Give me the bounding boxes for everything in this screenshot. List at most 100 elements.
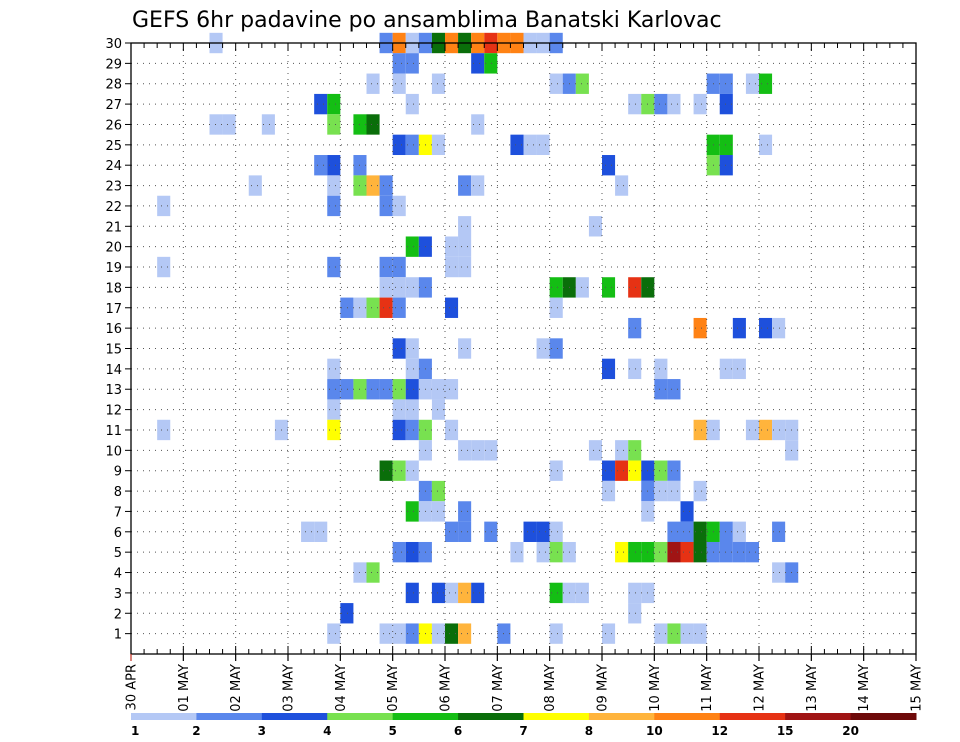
colorbar-label: 2 [192,724,200,738]
heat-cell [392,460,406,481]
cells-layer [157,32,799,644]
y-tick-label: 27 [105,98,122,113]
heat-cell [458,338,472,359]
heat-cell [458,501,472,522]
heat-cell [693,541,707,563]
heat-cell [484,440,498,461]
heat-cell [445,582,459,604]
y-tick-label: 22 [105,200,122,215]
x-tick-label: 05 MAY [386,664,401,712]
heat-cell [628,582,642,604]
heat-cell [392,419,406,441]
heat-cell [379,195,393,217]
x-tick-label: 09 MAY [596,664,611,712]
y-tick-label: 9 [114,465,122,480]
heat-cell [693,317,707,339]
heat-cell [484,521,498,542]
heat-cell [366,114,380,135]
heat-cell [405,93,419,115]
x-tick-label: 02 MAY [229,664,244,712]
heat-cell [366,73,380,94]
heat-cell [392,623,406,644]
heat-cell [458,236,472,257]
heat-cell [732,521,746,542]
colorbar-label: 15 [777,724,794,738]
colorbar-swatch [327,713,394,720]
heat-cell [445,256,459,278]
y-tick-label: 3 [114,587,122,602]
colorbar: 1 2 3 4 5 6 7 8 10 12 15 20 [131,713,917,738]
heat-cell [667,541,681,563]
heat-cell [680,501,694,522]
heat-cell [615,541,629,563]
heat-cell [628,541,642,563]
y-tick-label: 13 [105,383,122,398]
heat-cell [628,277,642,298]
colorbar-label: 6 [454,724,462,738]
heat-cell [445,623,459,644]
heat-cell [405,623,419,644]
heat-cell [549,623,563,644]
heat-cell [759,419,773,441]
heat-cell [549,338,563,359]
heat-cell [549,73,563,94]
colorbar-swatch [261,713,328,720]
heat-cell [602,277,616,298]
heat-cell [575,582,589,604]
y-tick-label: 29 [105,57,122,72]
heat-cell [602,480,616,502]
heat-cell [405,379,419,400]
heat-cell [445,297,459,318]
heat-cell [405,236,419,257]
heat-cell [602,460,616,481]
heat-cell [523,134,537,156]
heat-cell [759,134,773,156]
x-tick-label: 14 MAY [857,664,872,712]
y-tick-label: 23 [105,180,122,195]
heat-cell [510,541,524,563]
heat-cell [379,379,393,400]
heat-cell [248,175,262,196]
heat-cell [392,379,406,400]
heat-cell [693,521,707,542]
heat-cell [405,277,419,298]
heat-cell [458,175,472,196]
heat-cell [523,521,537,542]
x-tick-label: 11 MAY [700,664,715,712]
heat-cell [471,440,485,461]
heat-cell [772,521,786,542]
heat-cell [732,358,746,380]
heat-cell [405,460,419,481]
heat-cell [366,379,380,400]
heat-cell [654,379,668,400]
heat-cell [405,582,419,604]
heat-cell [654,541,668,563]
heat-cell [366,297,380,318]
heat-cell [772,419,786,441]
heat-cell [549,541,563,563]
y-tick-label: 14 [105,363,122,378]
heat-cell [392,277,406,298]
heat-cell [392,297,406,318]
heat-cell [379,175,393,196]
y-tick-label: 8 [114,485,122,500]
x-tick-label: 04 MAY [334,664,349,712]
heat-cell [314,521,328,542]
heat-cell [222,114,236,135]
colorbar-label: 4 [323,724,331,738]
heat-cell [719,541,733,563]
heat-cell [667,460,681,481]
x-tick-label: 01 MAY [177,664,192,712]
heat-cell [628,358,642,380]
x-tick-label: 06 MAY [439,664,454,712]
heat-cell [680,541,694,563]
heat-cell [654,93,668,115]
colorbar-label: 5 [388,724,396,738]
heat-cell [445,521,459,542]
heat-cell [654,480,668,502]
heat-cell [667,623,681,644]
colorbar-swatch [654,713,721,720]
colorbar-label: 8 [585,724,593,738]
heat-cell [431,501,445,522]
heat-cell [458,440,472,461]
